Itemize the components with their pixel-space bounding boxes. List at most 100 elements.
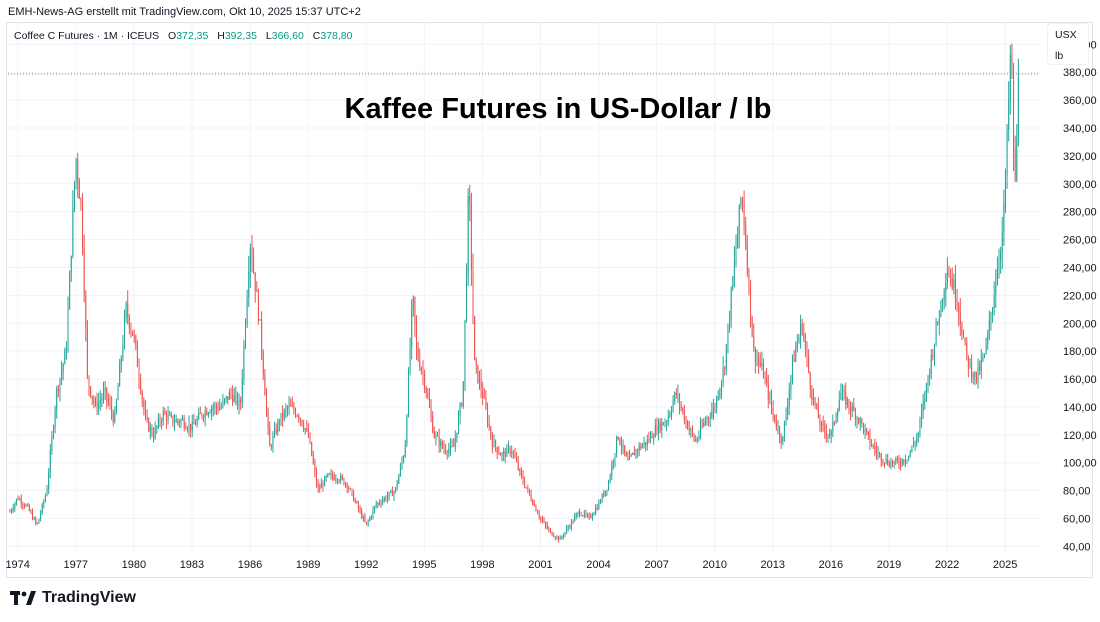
candle-body	[320, 484, 322, 489]
candle-body	[585, 512, 587, 516]
candle-body	[711, 411, 713, 418]
candle-body	[717, 396, 719, 398]
unit-label[interactable]: lb	[1055, 50, 1064, 62]
candle-body	[930, 355, 932, 375]
candle-body	[1000, 252, 1002, 262]
high-value: 392,35	[224, 30, 257, 42]
attribution-text: EMH-News-AG erstellt mit TradingView.com…	[8, 6, 361, 18]
candle-body	[898, 460, 900, 465]
candle-body	[892, 461, 894, 465]
candle-body	[69, 273, 71, 310]
candle-body	[745, 225, 747, 247]
candle-body	[933, 343, 935, 357]
candle-body	[659, 421, 661, 431]
candle-body	[804, 337, 806, 348]
candle-body	[391, 490, 393, 496]
candle-body	[601, 494, 603, 502]
candle-body	[653, 436, 655, 439]
candle-body	[559, 537, 561, 540]
candle-body	[77, 159, 79, 182]
candle-body	[616, 436, 618, 454]
candle-body	[448, 448, 450, 454]
candle-body	[703, 422, 705, 427]
candle-body	[254, 272, 256, 292]
y-tick-label: 340,00	[1063, 123, 1097, 135]
candle-body	[403, 456, 405, 461]
candle-body	[635, 449, 637, 456]
candle-body	[99, 400, 101, 402]
candle-body	[809, 372, 811, 390]
candle-body	[566, 528, 568, 533]
candle-body	[9, 511, 11, 513]
candle-body	[729, 319, 731, 325]
candle-body	[457, 416, 459, 433]
candle-body	[528, 489, 530, 495]
candle-body	[837, 410, 839, 417]
x-tick-label: 2019	[877, 559, 901, 571]
symbol-legend[interactable]: Coffee C Futures · 1M · ICEUS O372,35 H3…	[14, 30, 353, 42]
candle-body	[416, 325, 418, 349]
candle-body	[477, 364, 479, 383]
candle-body	[867, 431, 869, 435]
candle-body	[520, 469, 522, 476]
candle-body	[1014, 149, 1016, 181]
candle-body	[519, 469, 521, 471]
candle-body	[646, 439, 648, 446]
candle-body	[938, 317, 940, 323]
candle-body	[290, 404, 292, 407]
candle-body	[67, 309, 69, 350]
candle-body	[151, 427, 153, 435]
candle-body	[835, 416, 837, 423]
y-tick-label: 40,00	[1063, 541, 1091, 553]
candle-body	[374, 506, 376, 510]
candle-body	[445, 449, 447, 453]
candle-body	[693, 434, 695, 440]
candle-body	[554, 536, 556, 538]
candle-body	[327, 473, 329, 477]
candle-body	[622, 445, 624, 448]
candle-body	[1009, 54, 1011, 101]
candle-body	[680, 404, 682, 408]
candle-body	[243, 344, 245, 379]
candle-body	[611, 464, 613, 476]
candle-body	[727, 324, 729, 345]
candle-body	[937, 322, 939, 324]
candle-body	[257, 291, 259, 321]
candle-body	[499, 453, 501, 456]
candle-body	[198, 413, 200, 420]
chart-title: Kaffee Futures in US-Dollar / lb	[345, 93, 772, 125]
candle-body	[370, 516, 372, 518]
candle-body	[306, 428, 308, 430]
candle-body	[456, 432, 458, 439]
candle-body	[128, 316, 130, 328]
candle-body	[979, 366, 981, 371]
candle-body	[111, 404, 113, 414]
candle-body	[977, 366, 979, 381]
x-tick-label: 1980	[122, 559, 146, 571]
candle-body	[25, 505, 27, 507]
candle-body	[366, 521, 368, 524]
candle-body	[319, 488, 321, 490]
tradingview-brand[interactable]: TradingView	[10, 589, 136, 607]
candle-body	[627, 456, 629, 461]
candle-body	[512, 451, 514, 454]
candle-body	[248, 272, 250, 298]
candle-body	[890, 461, 892, 467]
candle-body	[782, 436, 784, 443]
candle-body	[814, 397, 816, 406]
candle-body	[658, 421, 660, 433]
candle-body	[485, 397, 487, 409]
currency-label[interactable]: USX	[1055, 29, 1077, 41]
candle-body	[501, 453, 503, 456]
candle-body	[783, 423, 785, 437]
candle-body	[28, 505, 30, 511]
candle-body	[640, 445, 642, 449]
candle-body	[177, 419, 179, 422]
candle-body	[296, 415, 298, 417]
currency-unit-selector[interactable]: USX lb	[1048, 24, 1088, 64]
candle-body	[750, 280, 752, 317]
candle-body	[950, 277, 952, 279]
candle-body	[1001, 231, 1003, 253]
candle-body	[998, 261, 1000, 270]
